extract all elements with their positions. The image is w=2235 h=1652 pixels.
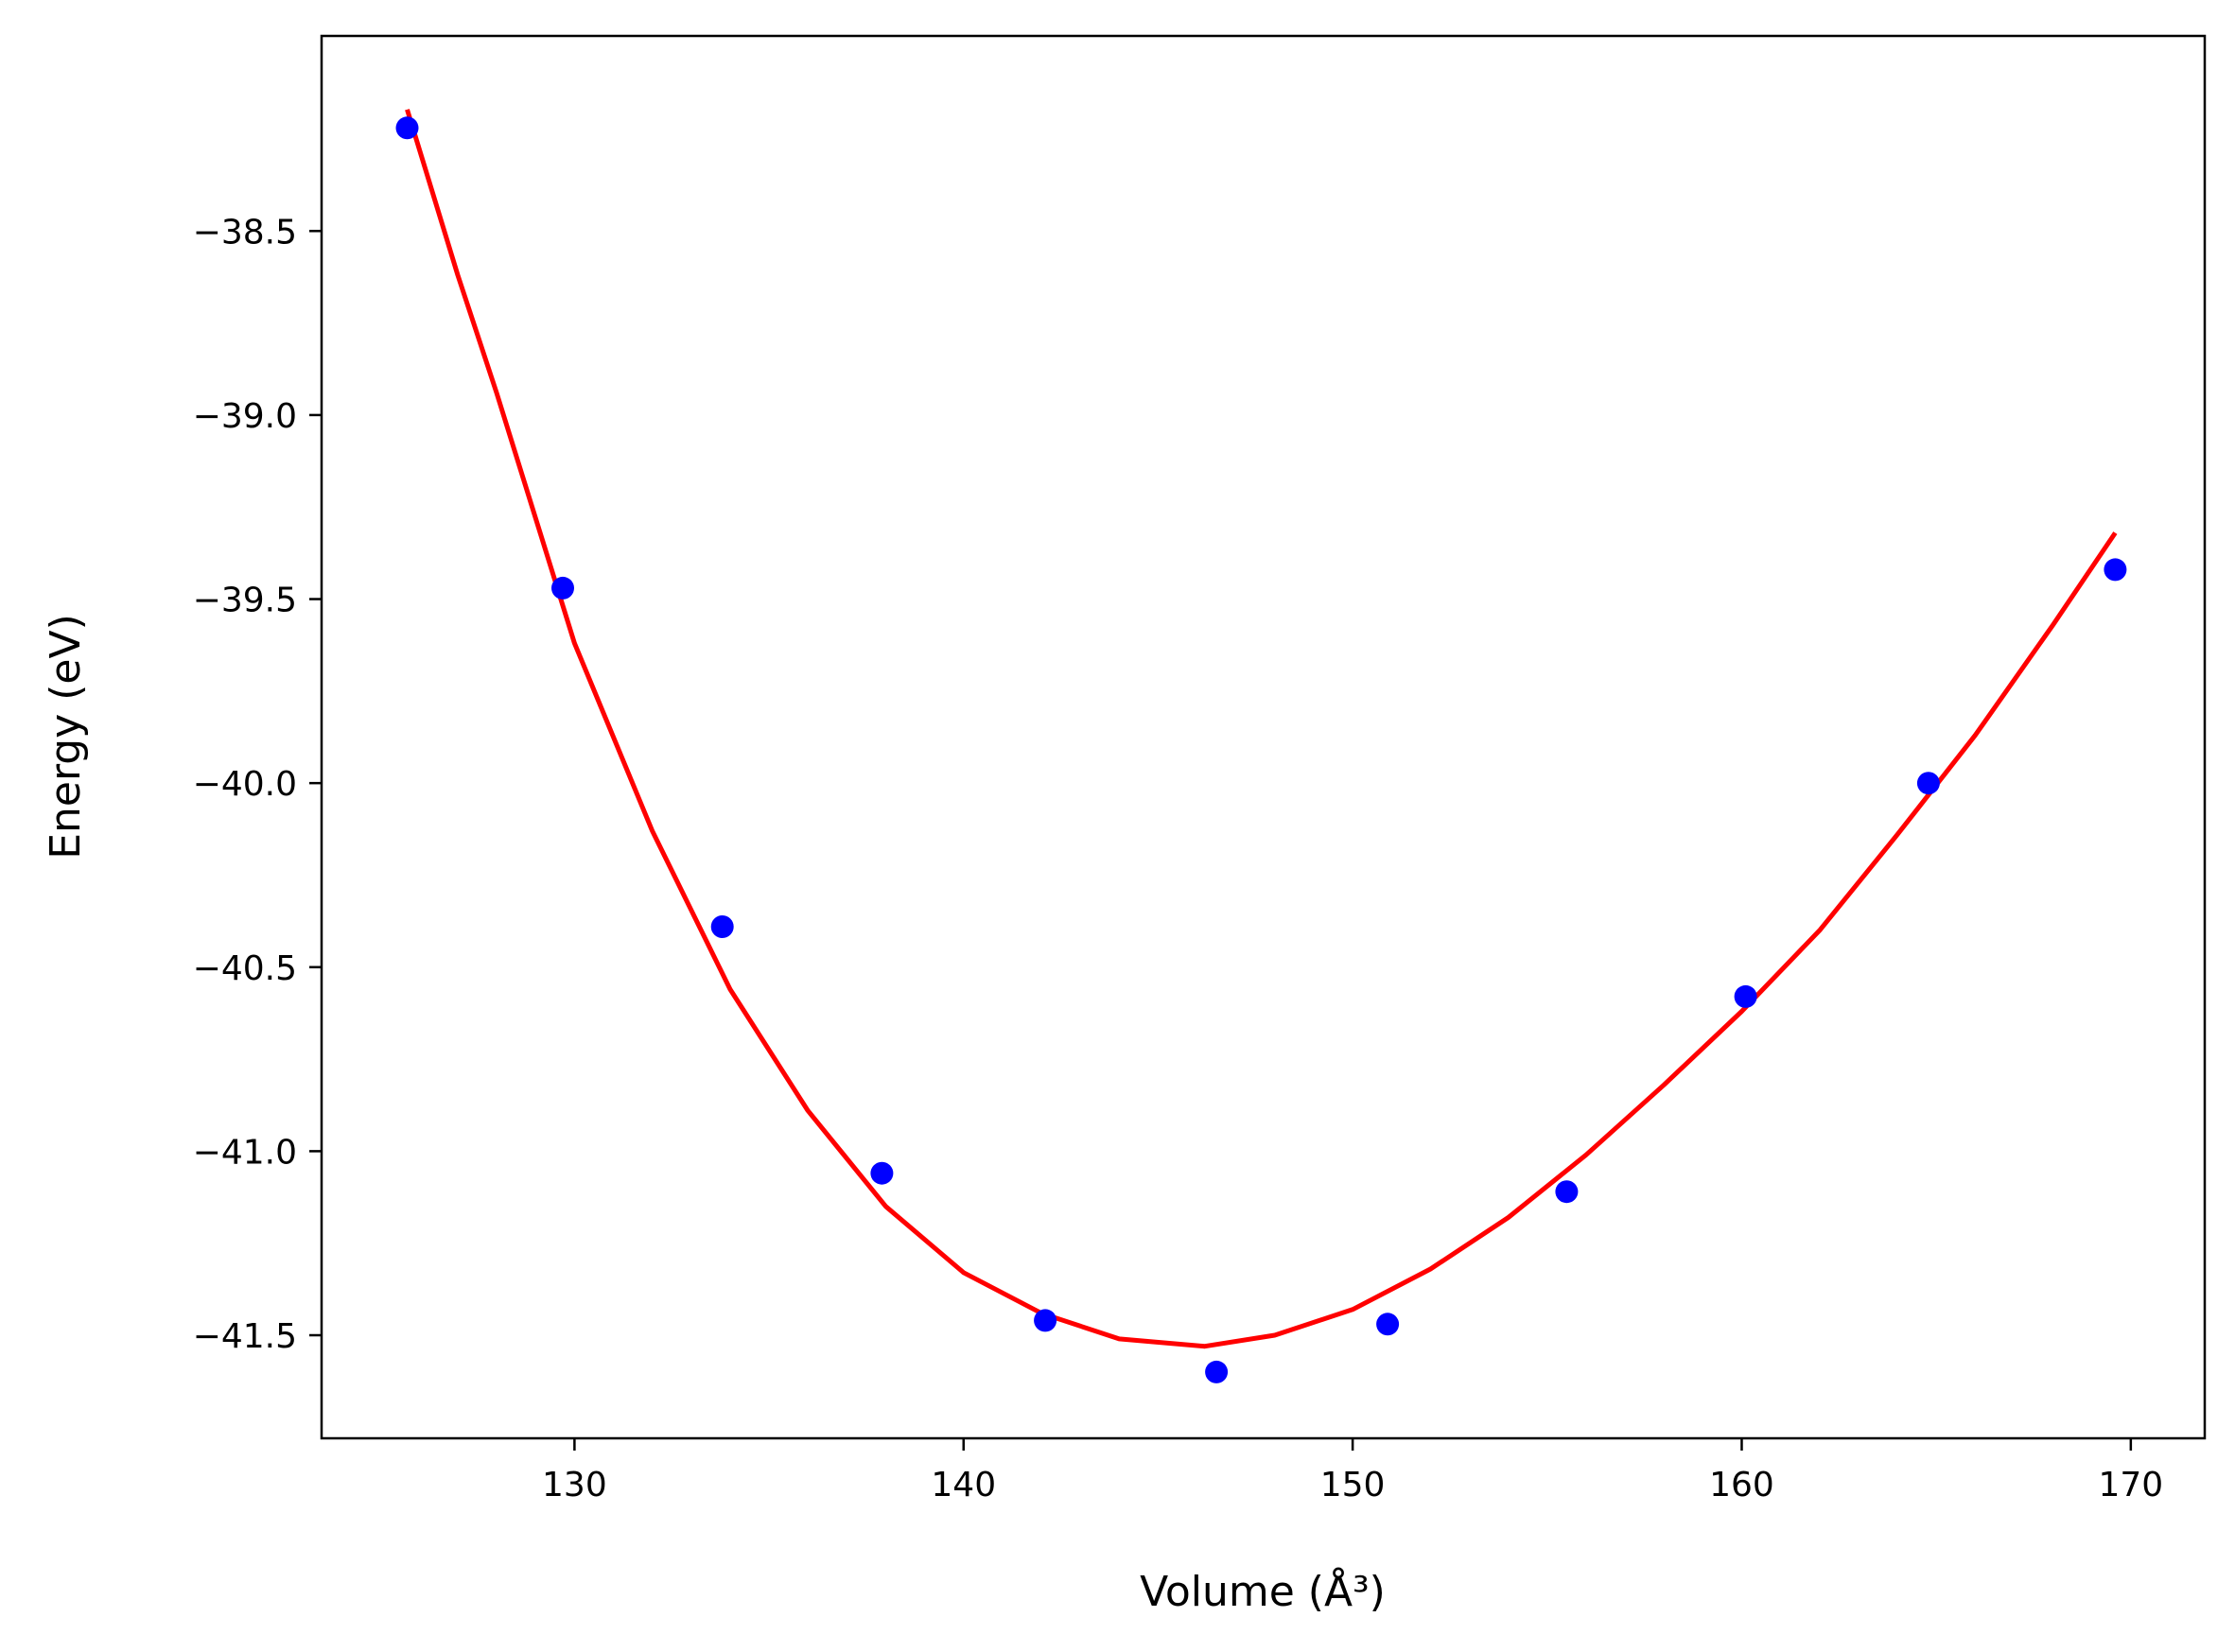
y-tick-label: −40.0	[193, 765, 297, 804]
data-point	[870, 1161, 894, 1185]
data-point	[1205, 1360, 1229, 1383]
plot-frame	[320, 34, 2207, 1440]
x-tick-label: 170	[2098, 1466, 2163, 1504]
x-axis-ticks: 130 140 150 160 170	[542, 1438, 2163, 1504]
data-point	[551, 576, 574, 600]
x-tick-label: 160	[1709, 1466, 1774, 1504]
data-point	[1376, 1313, 1400, 1336]
y-axis-label: Energy (eV)	[42, 614, 90, 860]
data-point	[2104, 558, 2127, 582]
x-tick-label: 150	[1320, 1466, 1386, 1504]
plot-marks	[395, 109, 2127, 1383]
data-point	[710, 915, 734, 938]
data-point	[1734, 984, 1757, 1008]
y-tick-label: −41.0	[193, 1133, 297, 1172]
y-tick-label: −38.5	[193, 213, 297, 252]
y-tick-label: −39.5	[193, 582, 297, 620]
fit-curve-line	[405, 109, 2118, 1349]
data-point	[1034, 1309, 1057, 1332]
y-tick-label: −41.5	[193, 1317, 297, 1356]
x-tick-label: 130	[542, 1466, 607, 1504]
y-axis-ticks: −38.5 −39.0 −39.5 −40.0 −40.5 −41.0 −41.5	[193, 213, 322, 1356]
y-tick-label: −39.0	[193, 397, 297, 436]
data-point	[395, 116, 419, 140]
x-tick-label: 140	[931, 1466, 996, 1504]
y-tick-label: −40.5	[193, 949, 297, 988]
data-point	[1555, 1180, 1579, 1204]
data-point	[1916, 772, 1940, 795]
x-axis-label: Volume (Å³)	[1140, 1566, 1386, 1616]
